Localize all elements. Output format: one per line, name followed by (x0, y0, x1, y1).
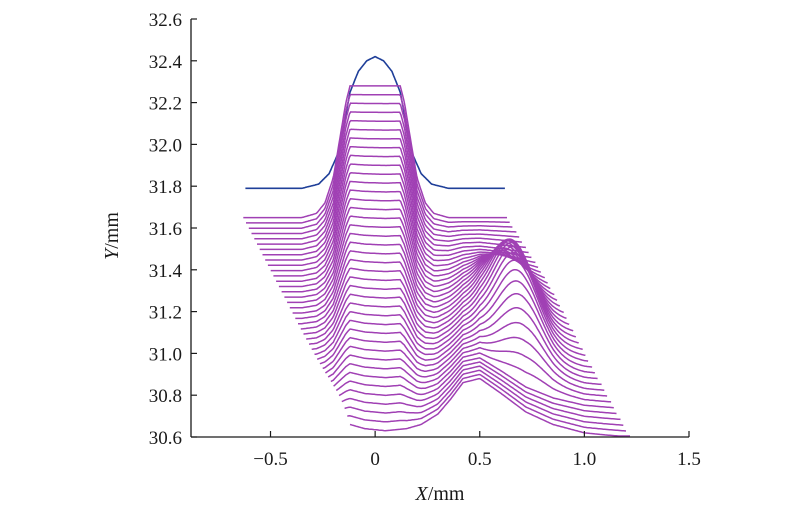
curves-layer (243, 55, 630, 437)
x-tick-label: 1.0 (573, 449, 597, 470)
y-tick-label: 31.2 (149, 303, 182, 324)
deformed-profile-curve (246, 93, 510, 224)
y-axis-variable: Y (101, 247, 123, 260)
x-axis-variable: X (415, 483, 429, 505)
deformed-profile-curve (344, 369, 624, 426)
deformed-profile-curve (338, 361, 617, 415)
x-axis-unit: /mm (428, 483, 465, 505)
y-tick-label: 30.8 (149, 386, 182, 407)
deformed-profile-curve (287, 224, 558, 304)
initial-profile-curve (245, 55, 505, 190)
y-tick-label: 31.8 (149, 177, 182, 198)
deformed-profile-curve (311, 259, 586, 357)
deformed-profile-curve (259, 137, 527, 251)
deformed-profile-curve (333, 352, 612, 403)
deformed-profile-curve (319, 292, 595, 374)
x-tick-label: −0.5 (253, 449, 287, 470)
deformed-profile-curve (324, 321, 602, 386)
deformed-profile-curve (335, 357, 614, 409)
deformed-profile-curve (265, 154, 532, 261)
y-tick-label: 31.4 (149, 261, 183, 282)
y-tick-label: 32.2 (149, 94, 182, 115)
deformed-profile-curve (284, 215, 555, 298)
deformed-profile-curve (262, 145, 529, 256)
deformed-profile-curve (330, 347, 608, 397)
deformed-profile-curve (347, 373, 627, 432)
y-axis-unit: /mm (101, 212, 123, 249)
y-tick-label: 32.4 (149, 52, 183, 73)
deformed-profile-curve (341, 365, 621, 421)
deformed-profile-curve (257, 128, 522, 245)
y-tick-label: 31.6 (149, 219, 182, 240)
deformed-profile-curve (308, 251, 583, 351)
deformed-profile-curve (254, 119, 520, 240)
deformed-profile-curve (243, 85, 507, 219)
y-ticks: 30.6 30.8 31.0 31.2 31.4 31.6 31.8 32.0 32.2 32.4… (149, 10, 197, 449)
x-axis-title: X/mm (415, 483, 465, 505)
deformed-profile-curve (349, 377, 630, 437)
y-tick-label: 32.0 (149, 135, 182, 156)
x-tick-label: 0 (370, 449, 380, 470)
y-axis-title: Y/mm (101, 212, 123, 260)
deformed-profile-curve (314, 268, 589, 362)
deformed-profile-curve (248, 102, 513, 229)
x-tick-label: 1.5 (677, 449, 701, 470)
y-tick-label: 31.0 (149, 344, 182, 365)
deformed-profile-curve (251, 111, 517, 235)
y-tick-label: 32.6 (149, 10, 182, 31)
x-ticks: −0.5 0 0.5 1.0 1.5 (253, 431, 701, 470)
deformed-profile-curve (327, 336, 605, 391)
deformed-profile-curve (306, 245, 579, 344)
deformed-profile-curve (316, 280, 593, 368)
deformed-profile-curve (278, 198, 548, 288)
x-tick-label: 0.5 (468, 449, 492, 470)
deformed-profile-curve (322, 307, 598, 380)
y-tick-label: 30.6 (149, 428, 182, 449)
